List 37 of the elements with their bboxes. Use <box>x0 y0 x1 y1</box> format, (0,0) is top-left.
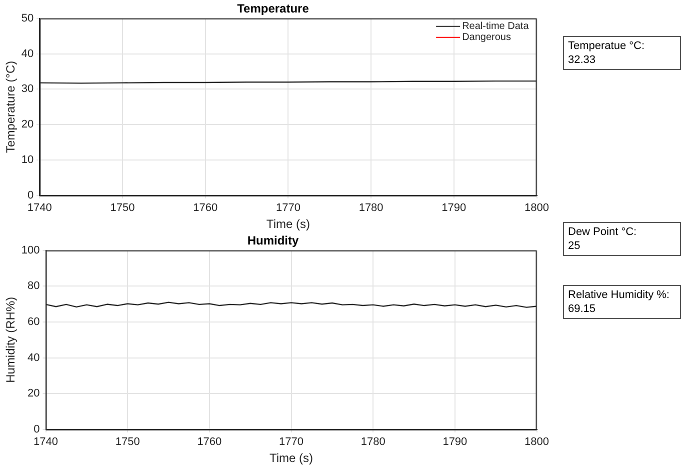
y-tick-label: 80 <box>28 280 40 292</box>
x-tick-label: 1760 <box>197 436 222 448</box>
x-tick-label: 1790 <box>442 436 468 448</box>
x-tick-label: 1750 <box>115 436 140 448</box>
y-tick-label: 20 <box>21 118 34 131</box>
y-tick-label: 40 <box>21 48 34 60</box>
y-tick-label: 50 <box>21 12 34 24</box>
text: Relative Humidity %: 69.15 <box>563 285 681 319</box>
x-tick-label: 1790 <box>442 202 466 214</box>
text: Temperatue °C: 32.33 <box>563 36 681 70</box>
y-tick-label: 30 <box>21 83 34 96</box>
x-tick-label: 1800 <box>524 202 550 214</box>
y-tick-label: 60 <box>28 316 40 328</box>
x-tick-label: 1740 <box>34 436 58 448</box>
x-axis-title: Time (s) <box>266 217 310 232</box>
y-tick-label: 0 <box>34 423 40 436</box>
y-tick-label: 10 <box>21 154 34 166</box>
y-tick-label: 100 <box>21 244 40 256</box>
x-tick-label: 1750 <box>110 202 135 214</box>
x-axis-title: Time (s) <box>269 451 314 466</box>
x-tick-label: 1770 <box>276 202 300 214</box>
x-tick-label: 1780 <box>360 436 386 448</box>
legend-label: Dangerous <box>462 32 511 44</box>
x-tick-label: 1800 <box>524 436 550 448</box>
chart-title: Humidity <box>247 234 299 248</box>
text: Dew Point °C: 25 <box>563 222 681 256</box>
x-tick-label: 1740 <box>27 202 52 214</box>
y-tick-label: 20 <box>28 388 40 400</box>
legend-label: Real-time Data <box>462 21 530 32</box>
x-tick-label: 1780 <box>358 202 384 214</box>
chart-title: Temperature <box>237 2 310 16</box>
x-tick-label: 1760 <box>193 202 218 214</box>
y-tick-label: 0 <box>28 189 34 202</box>
y-axis-title: Temperature (°C) <box>4 60 18 153</box>
x-tick-label: 1770 <box>279 436 304 448</box>
y-tick-label: 40 <box>28 352 40 364</box>
y-axis-title: Humidity (RH%) <box>4 296 18 383</box>
